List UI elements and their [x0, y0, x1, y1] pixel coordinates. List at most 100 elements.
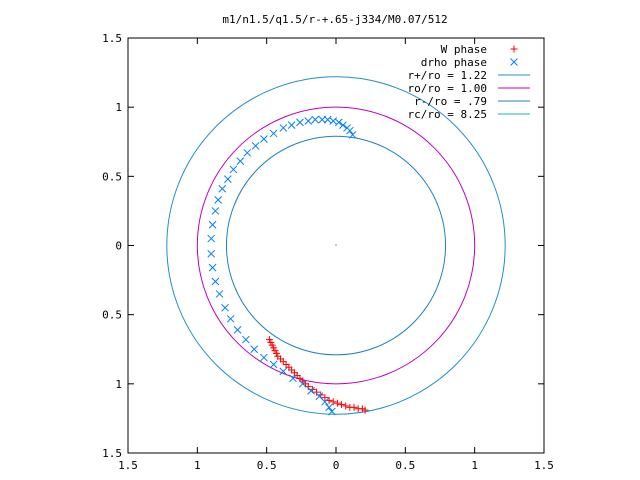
drho-phase-point [250, 345, 259, 354]
legend-label: drho phase [421, 56, 487, 69]
marker-stroke [339, 121, 347, 130]
marker-stroke [304, 117, 313, 125]
data-series [207, 115, 369, 416]
drho-phase-point [269, 360, 278, 369]
x-tick-label: 0.5 [395, 459, 415, 472]
drho-phase-point [211, 207, 220, 215]
marker-stroke [226, 314, 235, 323]
legend-marker [510, 45, 518, 53]
marker-stroke [260, 353, 268, 362]
x-tick-label: 0.5 [257, 459, 277, 472]
marker-stroke [348, 130, 357, 139]
drho-phase-point [321, 397, 329, 406]
marker-stroke [343, 124, 351, 132]
drho-phase-point [233, 326, 242, 334]
drho-phase-point [207, 249, 216, 258]
drho-phase-point [218, 184, 227, 193]
w-phase-point [313, 388, 321, 396]
drho-phase-point [223, 175, 232, 183]
marker-stroke [211, 207, 220, 215]
drho-phase-point [329, 117, 338, 125]
w-phase-point [321, 394, 329, 402]
radius-circle [196, 106, 476, 385]
drho-phase-point [339, 121, 347, 130]
marker-stroke [243, 148, 252, 157]
marker-stroke [323, 115, 332, 124]
w-phase-point [350, 403, 358, 411]
drho-phase-point [221, 303, 229, 312]
y-tick-label: 1.5 [102, 447, 122, 460]
x-tick-label: 1 [194, 459, 201, 472]
x-tick-label: 1 [471, 459, 478, 472]
marker-stroke [208, 263, 217, 272]
marker-stroke [269, 360, 278, 369]
marker-stroke [279, 367, 288, 376]
drho-phase-point [236, 157, 245, 165]
w-phase-point [342, 402, 350, 410]
marker-stroke [236, 157, 245, 165]
marker-stroke [298, 379, 307, 388]
marker-stroke [289, 374, 297, 383]
drho-phase-point [251, 142, 260, 150]
x-tick-label: 1.5 [534, 459, 554, 472]
w-phase-point [338, 401, 346, 409]
marker-stroke [296, 118, 304, 127]
drho-phase-point [211, 277, 220, 286]
y-tick-label: 0 [115, 240, 122, 253]
origin-dot [335, 244, 337, 246]
drho-phase-point [287, 121, 296, 130]
legend-label: r+/ro = 1.22 [408, 69, 487, 82]
radius-circle [166, 76, 506, 415]
y-tick-label: 1 [115, 101, 122, 114]
y-tick-label: 0.5 [102, 170, 122, 183]
marker-stroke [307, 386, 315, 395]
marker-stroke [251, 142, 260, 150]
radius-circles [166, 76, 506, 415]
drho-phase-point [279, 367, 288, 376]
marker-stroke [207, 249, 216, 258]
marker-stroke [218, 184, 227, 193]
w-phase-point [333, 399, 341, 407]
marker-stroke [269, 129, 278, 138]
legend-label: r-/ro = .79 [414, 95, 487, 108]
drho-phase-point [289, 374, 297, 383]
drho-phase-point [334, 118, 343, 127]
drho-phase-point [260, 353, 268, 362]
marker-stroke [327, 407, 336, 416]
marker-stroke [223, 175, 232, 183]
drho-phase-point [318, 115, 326, 124]
marker-stroke [208, 220, 217, 229]
marker-stroke [510, 58, 518, 66]
drho-phase-point [207, 234, 216, 243]
chart-title: m1/n1.5/q1.5/r-+.65-j334/M0.07/512 [222, 13, 447, 26]
y-tick-label: 1.5 [102, 32, 122, 45]
marker-stroke [242, 335, 250, 344]
drho-phase-point [243, 148, 252, 157]
drho-phase-point [208, 220, 217, 229]
drho-phase-point [343, 124, 351, 132]
drho-phase-point [323, 115, 332, 124]
w-phase-point [361, 406, 369, 414]
marker-stroke [260, 135, 268, 143]
drho-phase-point [327, 407, 336, 416]
w-phase-point [329, 398, 337, 406]
drho-phase-point [307, 386, 315, 395]
legend-label: ro/ro = 1.00 [408, 82, 487, 95]
drho-phase-point [226, 314, 235, 323]
radius-circle [225, 135, 447, 356]
drho-phase-point [296, 118, 304, 127]
drho-phase-point [242, 335, 250, 344]
x-tick-label: 1.5 [118, 459, 138, 472]
drho-phase-point [215, 290, 224, 298]
marker-stroke [250, 345, 259, 354]
legend-marker [510, 58, 518, 66]
y-tick-label: 0.5 [102, 309, 122, 322]
marker-stroke [311, 115, 320, 124]
x-tick-label: 0 [333, 459, 340, 472]
axis-ticks: 1.5 1 0.5 0 0.5 1 1.51.510.500.511.5 [102, 32, 554, 472]
drho-phase-point [214, 195, 222, 204]
marker-stroke [318, 115, 326, 124]
y-tick-label: 1 [115, 378, 122, 391]
